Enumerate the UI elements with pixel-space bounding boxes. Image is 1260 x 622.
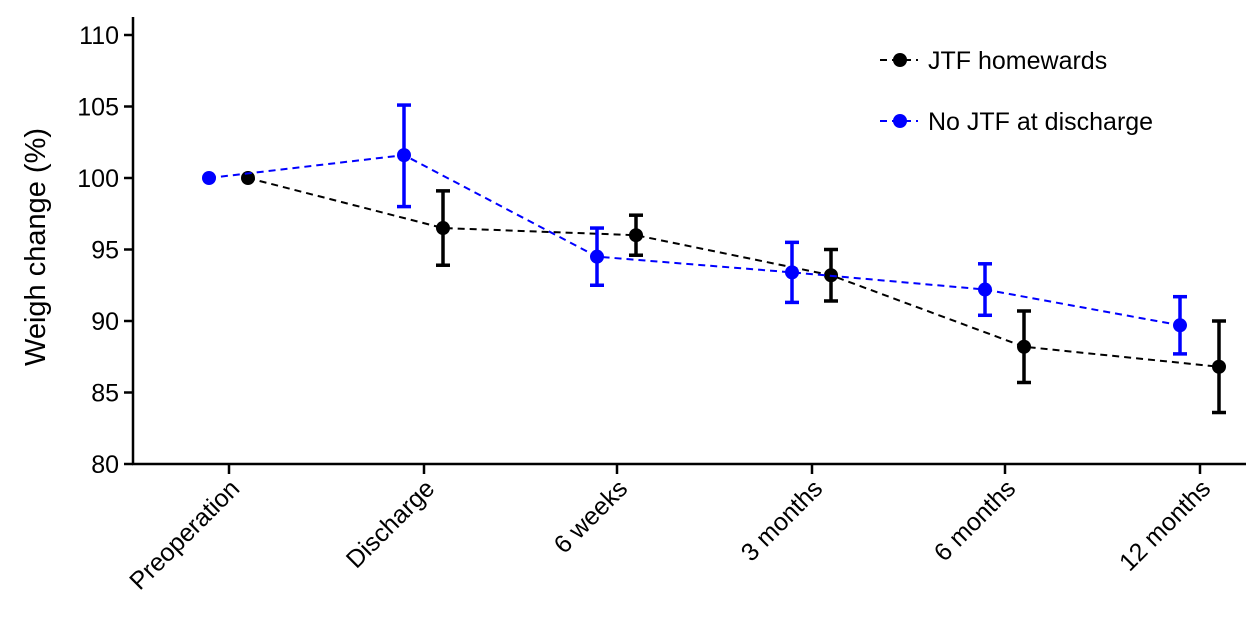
legend-marker — [893, 53, 907, 67]
series-line — [208, 154, 1181, 327]
x-tick-label: Preoperation — [124, 474, 245, 595]
data-point — [1017, 339, 1031, 354]
y-tick-label: 90 — [91, 308, 119, 336]
y-tick-label: 85 — [91, 380, 119, 408]
y-tick-label: 105 — [77, 94, 119, 122]
legend-item-0: JTF homewards — [880, 47, 1107, 75]
data-point — [785, 265, 799, 280]
data-point — [436, 221, 450, 236]
y-tick-label: 110 — [79, 22, 119, 50]
data-point — [397, 148, 411, 163]
legend-marker — [893, 114, 907, 128]
series-line — [247, 177, 1220, 368]
data-point — [978, 282, 992, 297]
x-tick-label: 3 months — [736, 474, 829, 567]
data-point — [241, 171, 255, 185]
legend-label: JTF homewards — [928, 47, 1107, 75]
y-tick-label: 80 — [91, 451, 119, 479]
series-0 — [241, 171, 1226, 415]
y-tick-label: 95 — [91, 237, 119, 265]
legend: JTF homewards No JTF at discharge — [880, 47, 1153, 136]
data-point — [202, 171, 216, 185]
y-tick-label: 100 — [77, 165, 119, 193]
data-point — [1212, 359, 1226, 374]
series-layer — [202, 103, 1226, 415]
series-1 — [202, 103, 1187, 356]
legend-item-1: No JTF at discharge — [880, 108, 1153, 136]
x-tick-label: 12 months — [1114, 474, 1216, 576]
legend-label: No JTF at discharge — [928, 108, 1153, 136]
data-point — [1173, 318, 1187, 333]
x-tick-label: Discharge — [341, 474, 440, 573]
data-point — [590, 249, 604, 264]
x-tick-label: 6 months — [929, 474, 1022, 567]
y-axis-title: Weigh change (%) — [20, 128, 52, 366]
x-tick-label: 6 weeks — [549, 474, 634, 559]
data-point — [629, 228, 643, 243]
